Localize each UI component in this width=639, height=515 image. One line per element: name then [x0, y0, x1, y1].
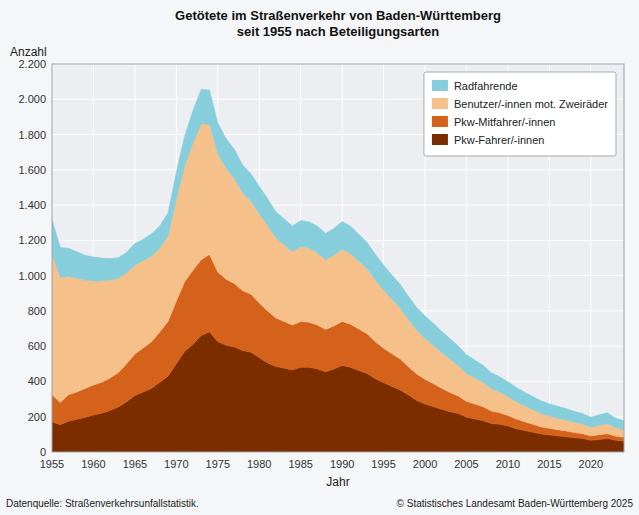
x-tick-label: 2010 [496, 458, 520, 470]
y-tick-label: 0 [40, 446, 46, 458]
annotation: © Statistisches Landesamt Baden-Württemb… [397, 498, 634, 509]
x-tick-label: 1955 [40, 458, 64, 470]
legend-label: Benutzer/-innen mot. Zweiräder [454, 98, 608, 110]
y-tick-label: 200 [28, 411, 46, 423]
y-grid-line [52, 205, 624, 206]
y-tick-label: 800 [28, 305, 46, 317]
x-tick-label: 2015 [537, 458, 561, 470]
y-tick-label: 1.400 [18, 199, 46, 211]
x-tick-label: 1990 [330, 458, 354, 470]
x-tick-label: 1965 [123, 458, 147, 470]
y-tick-label: 2.200 [18, 58, 46, 70]
background [0, 0, 639, 515]
page: {"chart_data": { "type": "area", "stacke… [0, 0, 639, 515]
legend-swatch [432, 98, 448, 109]
x-tick-label: 2020 [579, 458, 603, 470]
x-tick-label: 1975 [206, 458, 230, 470]
y-tick-label: 600 [28, 340, 46, 352]
x-tick-label: 2000 [413, 458, 437, 470]
legend-box [424, 72, 616, 156]
x-tick-label: 1995 [371, 458, 395, 470]
annotation: Datenquelle: Straßenverkehrsunfallstatis… [6, 498, 199, 509]
y-tick-label: 1.800 [18, 129, 46, 141]
x-tick-label: 1985 [288, 458, 312, 470]
y-tick-label: 1.200 [18, 234, 46, 246]
legend-swatch [432, 116, 448, 127]
y-tick-label: 1.000 [18, 270, 46, 282]
y-tick-label: 1.600 [18, 164, 46, 176]
area [52, 89, 624, 429]
areas [52, 89, 624, 452]
x-tick-label: 2005 [454, 458, 478, 470]
legend-label: Pkw-Fahrer/-innen [454, 134, 544, 146]
legend-swatch [432, 80, 448, 91]
area [52, 124, 624, 437]
x-tick-label: 1960 [81, 458, 105, 470]
legend-label: Pkw-Mitfahrer/-innen [454, 116, 555, 128]
y-axis-label: Anzahl [10, 45, 47, 59]
y-grid-line [52, 169, 624, 170]
title: Getötete im Straßenverkehr von Baden-Wür… [175, 8, 501, 39]
x-tick-label: 1980 [247, 458, 271, 470]
legend: Radfahrende Benutzer/-innen mot. Zweiräde… [424, 72, 616, 156]
plot-area [52, 64, 624, 452]
y-tick-label: 400 [28, 375, 46, 387]
legend-label: Radfahrende [454, 80, 518, 92]
title-line: Getötete im Straßenverkehr von Baden-Wür… [175, 8, 501, 23]
x-axis-label: Jahr [326, 475, 349, 489]
x-tick-label: 1970 [164, 458, 188, 470]
chart: 0 200 400 600 800 1.000 1.200 1.400 1.600 1.800 2.… [0, 0, 639, 515]
title-line: seit 1955 nach Beteiligungsarten [237, 24, 439, 39]
legend-swatch [432, 134, 448, 145]
y-tick-label: 2.000 [18, 93, 46, 105]
plot-frame [52, 64, 624, 452]
grid [52, 64, 624, 452]
